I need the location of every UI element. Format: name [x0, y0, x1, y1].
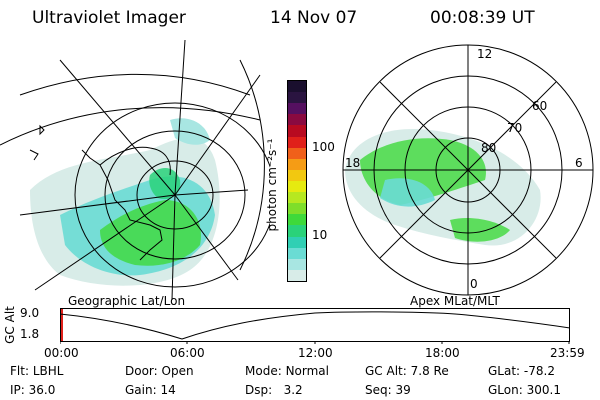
- colorbar-tick-10: 10: [312, 228, 328, 242]
- colorbar-segment: [288, 81, 306, 93]
- colorbar-tick-100: 100: [312, 140, 335, 154]
- altitude-xtick-3: 18:00: [425, 346, 460, 360]
- colorbar-segment: [288, 236, 306, 248]
- altitude-xtick-4: 23:59: [550, 346, 585, 360]
- current-time-marker: [61, 309, 63, 341]
- colorbar-segment: [288, 169, 306, 181]
- colorbar-segment: [288, 158, 306, 170]
- altitude-curve: [60, 311, 570, 340]
- altitude-xtick-0: 00:00: [44, 346, 79, 360]
- altitude-plot: [60, 308, 570, 344]
- colorbar-segment: [288, 225, 306, 237]
- mlat-label-60: 60: [532, 99, 547, 113]
- info-glat: GLat: -78.2: [488, 364, 555, 378]
- polar-grid: [342, 44, 594, 296]
- mlat-label-80: 80: [481, 141, 496, 155]
- date-label: 14 Nov 07: [270, 8, 358, 28]
- mlt-label-0: 0: [470, 277, 478, 291]
- colorbar-segment: [288, 269, 306, 281]
- info-gc-alt: GC Alt: 7.8 Re: [365, 364, 449, 378]
- colorbar-segment: [288, 192, 306, 204]
- colorbar: [287, 80, 307, 282]
- mlat-label-70: 70: [507, 121, 522, 135]
- geographic-map: [0, 40, 270, 300]
- mlt-label-12: 12: [477, 47, 492, 61]
- polar-aurora-image: [345, 129, 541, 246]
- mlt-label-6: 6: [575, 156, 583, 170]
- altitude-ylabel: GC Alt: [3, 306, 17, 344]
- mlt-label-18: 18: [345, 156, 360, 170]
- geographic-grid: [0, 40, 270, 300]
- info-gain: Gain: 14: [125, 383, 176, 397]
- altitude-ytick-high: 9.0: [20, 306, 40, 320]
- info-glon: GLon: 300.1: [488, 383, 561, 397]
- colorbar-segment: [288, 203, 306, 215]
- geographic-label: Geographic Lat/Lon: [68, 294, 186, 308]
- info-ip: IP: 36.0: [10, 383, 56, 397]
- colorbar-segment: [288, 125, 306, 137]
- info-door: Door: Open: [125, 364, 194, 378]
- colorbar-segment: [288, 214, 306, 226]
- altitude-ytick-low: 1.8: [20, 327, 40, 341]
- colorbar-segment: [288, 258, 306, 270]
- instrument-title: Ultraviolet Imager: [32, 8, 186, 28]
- info-dsp: Dsp: 3.2: [245, 383, 303, 397]
- coastline: [29, 124, 171, 261]
- colorbar-segment: [288, 180, 306, 193]
- apex-label: Apex MLat/MLT: [410, 294, 500, 308]
- info-flt: Flt: LBHL: [10, 364, 64, 378]
- info-seq: Seq: 39: [365, 383, 411, 397]
- colorbar-label: photon cm⁻²s⁻¹: [265, 138, 279, 232]
- colorbar-segment: [288, 247, 306, 259]
- colorbar-segment: [288, 92, 306, 104]
- polar-map: 12 18 6 0 60 70 80: [342, 44, 594, 296]
- colorbar-segment: [288, 114, 306, 126]
- colorbar-segment: [288, 103, 306, 115]
- colorbar-segment: [288, 147, 306, 159]
- time-label: 00:08:39 UT: [430, 8, 535, 28]
- colorbar-segment: [288, 136, 306, 148]
- info-mode: Mode: Normal: [245, 364, 329, 378]
- altitude-xtick-2: 12:00: [298, 346, 333, 360]
- altitude-xtick-1: 06:00: [170, 346, 205, 360]
